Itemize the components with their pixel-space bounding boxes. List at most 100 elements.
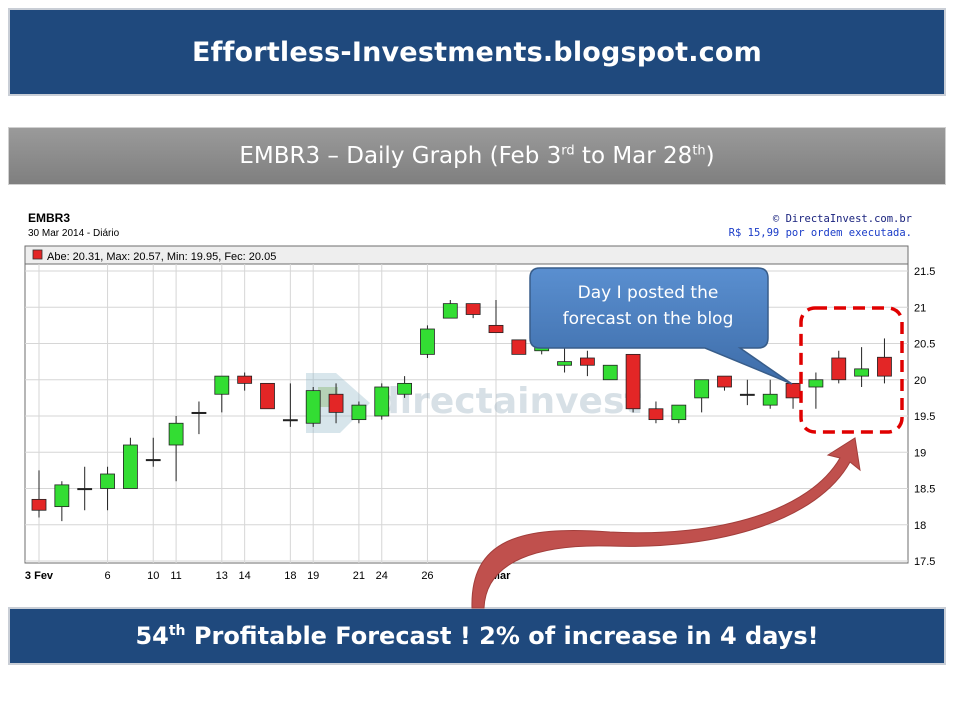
candle-body-down	[785, 382, 801, 399]
chart-date-line: 30 Mar 2014 - Diário	[28, 228, 120, 239]
y-tick-label: 21.5	[914, 266, 935, 278]
candle-body-up	[214, 375, 230, 395]
candle	[305, 387, 321, 427]
footer-sup: th	[168, 623, 186, 639]
candle	[442, 300, 458, 319]
candle-body-up	[602, 364, 618, 381]
x-tick-label: 13	[216, 570, 228, 582]
y-tick-label: 18.5	[914, 484, 935, 496]
candle	[260, 382, 275, 410]
legend-bar	[24, 245, 909, 265]
y-axis-labels: 17.5 18 18.5 19 19.5 20 20.5 21 21.5	[914, 266, 935, 568]
y-tick-label: 19.5	[914, 411, 935, 423]
candle-body-down	[328, 393, 344, 413]
y-tick-label: 20.5	[914, 339, 935, 351]
candle-body-up	[168, 422, 184, 446]
candle	[100, 466, 115, 511]
provider-note: R$ 15,99 por ordem executada.	[729, 227, 912, 239]
candle-body-up	[351, 404, 367, 421]
subtitle-sup-1: rd	[561, 143, 575, 159]
candle-body-down	[648, 408, 664, 421]
subtitle-sup-2: th	[692, 143, 706, 159]
x-tick-label: 21	[353, 570, 365, 582]
candle-body-up	[77, 488, 93, 491]
candle	[168, 416, 184, 482]
y-tick-label: 17.5	[914, 556, 935, 568]
provider-label: © DirectaInvest.com.br	[773, 213, 912, 225]
candle	[511, 339, 527, 355]
x-tick-label: 10	[147, 570, 159, 582]
candle-body-up	[854, 368, 869, 377]
candle-body-up	[191, 411, 207, 414]
chart-symbol: EMBR3	[28, 211, 70, 225]
candle-body-down	[260, 382, 275, 410]
candle	[237, 372, 253, 391]
candle-body-down	[237, 375, 253, 384]
subtitle-text-3: )	[705, 143, 715, 169]
site-title: Effortless-Investments.blogspot.com	[192, 36, 762, 68]
candle	[191, 401, 207, 435]
candle	[602, 364, 618, 381]
subtitle-text-1: EMBR3 – Daily Graph (Feb 3	[239, 143, 562, 169]
candle-body-down	[877, 356, 892, 377]
candle-body-down	[831, 357, 847, 381]
candle-body-up	[442, 303, 458, 319]
x-tick-label: 5 Mar	[482, 570, 511, 582]
candlestick-chart: EMBR3 30 Mar 2014 - Diário © DirectaInve…	[14, 203, 942, 591]
x-tick-label: 18	[284, 570, 296, 582]
chart-subtitle-banner: EMBR3 – Daily Graph (Feb 3rd to Mar 28th…	[8, 127, 946, 185]
candle	[648, 401, 664, 424]
candle	[77, 466, 93, 511]
candle-body-up	[397, 382, 413, 395]
footer-text: 54th Profitable Forecast ! 2% of increas…	[135, 622, 818, 650]
candle-body-up	[145, 459, 161, 462]
footer-banner: 54th Profitable Forecast ! 2% of increas…	[8, 607, 946, 665]
candle-body-down	[717, 375, 732, 388]
callout-text: Day I posted the forecast on the blog	[528, 280, 768, 342]
x-tick-label: 6	[104, 570, 110, 582]
x-tick-label: 3 Fev	[25, 570, 54, 582]
candle-body-down	[625, 353, 641, 410]
candle	[123, 437, 138, 489]
candle	[785, 382, 801, 409]
candle-body-up	[123, 444, 138, 489]
candle-body-up	[420, 328, 435, 355]
x-tick-label: 24	[376, 570, 388, 582]
y-tick-label: 21	[914, 302, 926, 314]
candle-body-up	[534, 346, 550, 352]
candle-body-down	[580, 357, 595, 366]
candle	[397, 376, 413, 398]
x-tick-label: 14	[239, 570, 251, 582]
candle-body-down	[511, 339, 527, 355]
candle	[625, 353, 641, 413]
x-tick-label: 19	[307, 570, 319, 582]
x-tick-label: 11	[170, 570, 181, 582]
candle	[420, 325, 435, 358]
candle	[328, 383, 344, 424]
subtitle-text-2: to Mar 28	[574, 143, 693, 169]
candle-body-up	[671, 404, 687, 421]
candle-body-up	[54, 484, 70, 508]
legend-text: Abe: 20.31, Max: 20.57, Min: 19.95, Fec:…	[47, 251, 276, 263]
candle	[671, 404, 687, 424]
candle-body-down	[488, 324, 504, 334]
candle	[374, 383, 390, 420]
candle	[488, 300, 504, 334]
watermark-text: directainvest	[374, 381, 642, 422]
legend-swatch	[32, 249, 43, 260]
candle-body-up	[305, 390, 321, 424]
candle	[31, 470, 47, 518]
candle	[145, 437, 161, 467]
y-tick-label: 19	[914, 447, 926, 459]
candle-body-up	[739, 393, 755, 396]
candle-body-up	[694, 379, 710, 399]
candle-body-up	[808, 379, 824, 388]
y-tick-label: 20	[914, 375, 926, 387]
callout-line-1: Day I posted the	[577, 283, 719, 303]
chart-subtitle: EMBR3 – Daily Graph (Feb 3rd to Mar 28th…	[239, 143, 714, 169]
y-tick-label: 18	[914, 520, 926, 532]
candle-body-up	[282, 419, 298, 422]
candle	[214, 375, 230, 413]
candle-body-down	[31, 498, 47, 511]
footer-message: Profitable Forecast ! 2% of increase in …	[185, 622, 819, 650]
